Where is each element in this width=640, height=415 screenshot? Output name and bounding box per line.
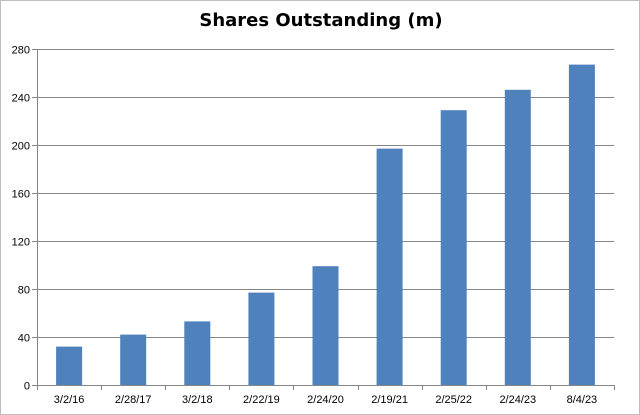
x-tick-label: 2/24/20 <box>307 394 344 406</box>
y-tick-label: 80 <box>18 285 30 297</box>
x-tick-label: 2/28/17 <box>115 394 152 406</box>
bar <box>56 346 83 385</box>
y-tick-label: 120 <box>12 237 30 249</box>
y-tick-label: 200 <box>12 141 30 153</box>
bars <box>56 64 595 386</box>
x-tick-labels: 3/2/16 2/28/17 3/2/18 2/22/19 2/24/20 2/19/21… <box>54 394 597 406</box>
bar <box>184 321 211 385</box>
bar <box>504 89 531 386</box>
x-tick-label: 2/19/21 <box>371 394 408 406</box>
y-tick-label: 240 <box>12 93 30 105</box>
bar <box>248 292 275 385</box>
y-tick-label: 0 <box>24 381 30 393</box>
bar <box>120 334 147 385</box>
x-tick-label: 3/2/16 <box>54 394 85 406</box>
y-tick-labels: 0 40 80 120 160 200 240 280 <box>12 45 30 393</box>
y-tick-label: 280 <box>12 45 30 57</box>
bar <box>312 266 339 385</box>
x-tick-label: 8/4/23 <box>567 394 598 406</box>
bar <box>440 110 467 385</box>
x-tick-label: 2/24/23 <box>499 394 536 406</box>
x-tick-label: 3/2/18 <box>182 394 213 406</box>
bar <box>376 148 403 385</box>
chart-title: Shares Outstanding (m) <box>199 10 443 31</box>
bar <box>568 64 595 385</box>
y-tick-label: 160 <box>12 189 30 201</box>
y-tick-label: 40 <box>18 333 30 345</box>
axes <box>37 49 614 386</box>
x-tick-label: 2/22/19 <box>243 394 280 406</box>
x-tick-label: 2/25/22 <box>435 394 472 406</box>
